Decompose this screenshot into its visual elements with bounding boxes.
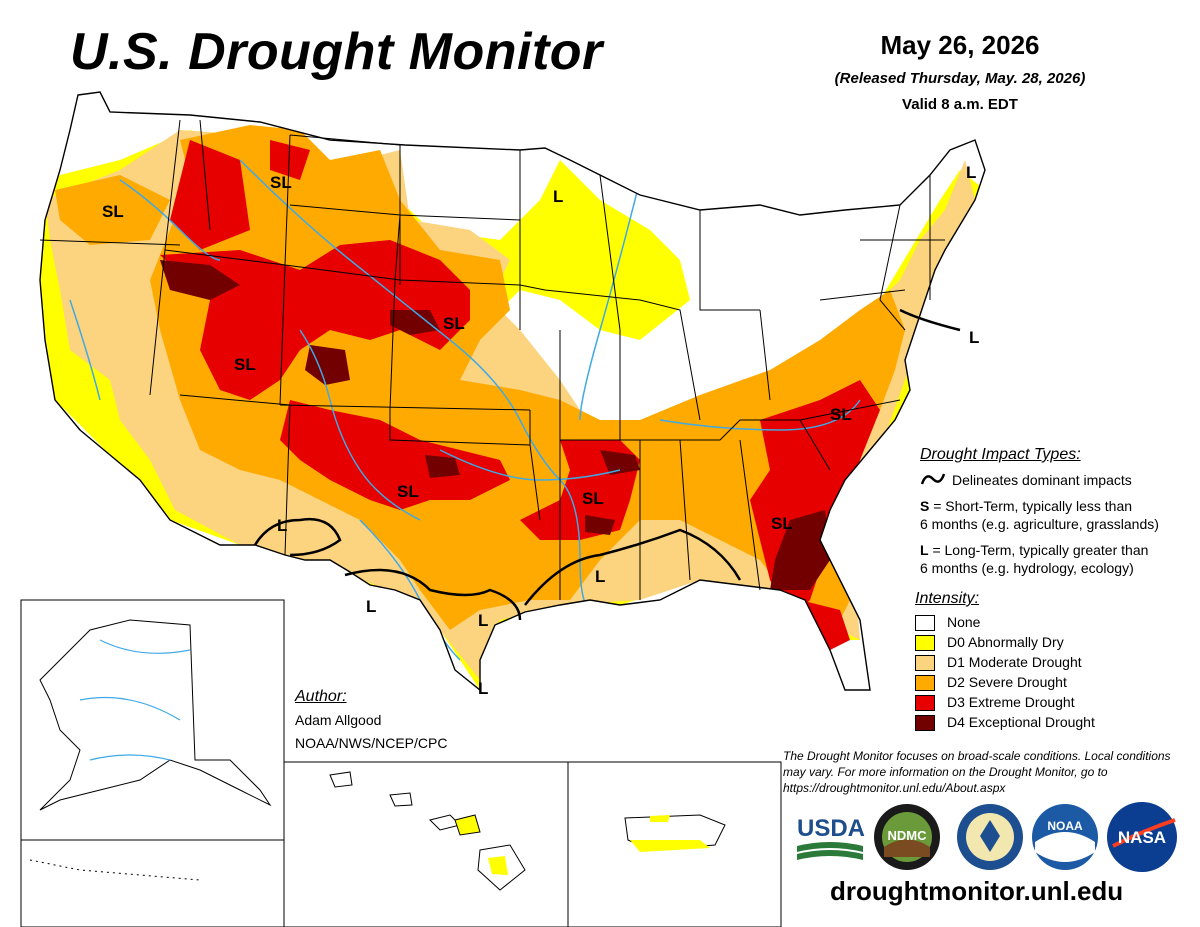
impact-label: L — [969, 328, 979, 347]
impact-delineation-lines — [253, 308, 961, 621]
alaska-inset — [20, 599, 285, 841]
website-url[interactable]: droughtmonitor.unl.edu — [830, 876, 1124, 906]
impact-label: SL — [771, 514, 793, 533]
legend-swatch — [915, 715, 935, 731]
ndmc-logo: NDMC — [874, 804, 940, 870]
intensity-legend: None D0 Abnormally Dry D1 Moderate Droug… — [915, 614, 1175, 739]
author-org: NOAA/NWS/NCEP/CPC — [295, 735, 448, 751]
impact-line-icon — [920, 473, 946, 485]
disclaimer-text: The Drought Monitor focuses on broad-sca… — [783, 749, 1171, 795]
impact-l-desc: L = Long-Term, typically greater than 6 … — [920, 542, 1149, 576]
legend-swatch — [915, 655, 935, 671]
legend-swatch — [915, 675, 935, 691]
impact-label: L — [595, 567, 605, 586]
impact-s-desc: S = Short-Term, typically less than 6 mo… — [920, 498, 1159, 532]
commerce-seal-logo — [957, 804, 1023, 870]
impact-label: L — [553, 187, 563, 206]
impact-labels: SL SL L L SL SL L SL SL SL SL L L L L L — [102, 163, 979, 698]
impact-label: SL — [582, 489, 604, 508]
svg-text:USDA: USDA — [797, 815, 865, 842]
svg-text:NASA: NASA — [1118, 828, 1166, 847]
map-date: May 26, 2026 — [880, 30, 1040, 60]
impact-line-desc: Delineates dominant impacts — [952, 472, 1132, 488]
svg-text:NOAA: NOAA — [1047, 819, 1083, 833]
aleutian-inset — [20, 839, 285, 927]
d3-area — [160, 140, 880, 650]
intensity-legend-heading: Intensity: — [915, 590, 980, 607]
impact-label: L — [966, 163, 976, 182]
nasa-logo: NASA — [1107, 802, 1177, 872]
impact-label: SL — [443, 314, 465, 333]
puerto-rico-inset — [567, 761, 782, 927]
impact-label: L — [478, 679, 488, 698]
aleutian-islands — [29, 859, 201, 881]
author-heading: Author: — [295, 688, 347, 705]
rivers — [69, 159, 861, 661]
d2-area — [55, 125, 905, 640]
hawaii-inset — [283, 761, 569, 927]
impact-label: SL — [270, 173, 292, 192]
legend-swatch — [915, 635, 935, 651]
noaa-logo: NOAA — [1032, 804, 1098, 870]
map-title: U.S. Drought Monitor — [70, 23, 603, 81]
legend-swatch — [915, 695, 935, 711]
impact-legend-heading: Drought Impact Types: — [920, 446, 1081, 463]
valid-time: Valid 8 a.m. EDT — [902, 96, 1018, 113]
release-date: (Released Thursday, May. 28, 2026) — [834, 70, 1086, 87]
legend-swatch — [915, 615, 935, 631]
impact-label: L — [366, 597, 376, 616]
usda-logo: USDA — [797, 815, 865, 860]
impact-label: SL — [397, 482, 419, 501]
author-name: Adam Allgood — [295, 712, 382, 728]
impact-label: SL — [234, 355, 256, 374]
svg-text:NDMC: NDMC — [888, 828, 928, 843]
impact-label: SL — [102, 202, 124, 221]
impact-label: L — [478, 611, 488, 630]
impact-label: L — [277, 516, 287, 535]
state-boundaries — [39, 91, 986, 692]
impact-label: SL — [830, 405, 852, 424]
